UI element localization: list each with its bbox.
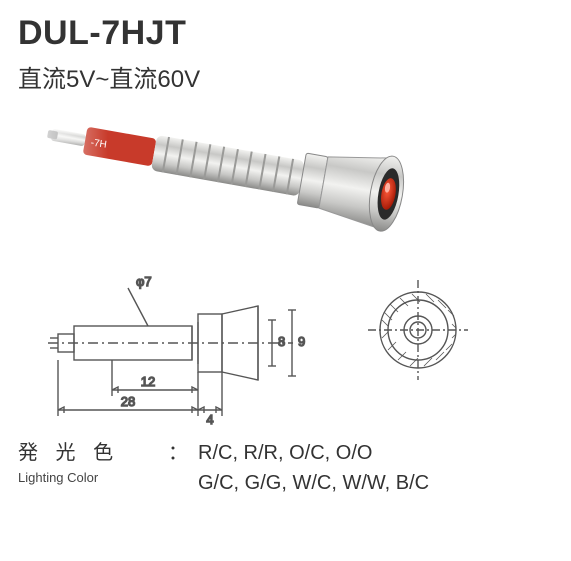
lighting-color-spec: 発 光 色 Lighting Color ： R/C, R/R, O/C, O/…	[18, 438, 553, 498]
spec-line-1: R/C, R/R, O/C, O/O	[198, 438, 553, 468]
spec-values: R/C, R/R, O/C, O/O G/C, G/G, W/C, W/W, B…	[198, 438, 553, 498]
dim-4: 4	[206, 412, 213, 427]
product-model: DUL-7HJT	[18, 14, 553, 53]
spec-label: 発 光 色 Lighting Color	[18, 438, 168, 488]
dim-h8: 8	[278, 334, 285, 349]
dim-diameter: φ7	[136, 274, 152, 289]
spec-label-jp: 発 光 色	[18, 442, 119, 464]
spec-label-en: Lighting Color	[18, 468, 168, 488]
voltage-range: 直流5V~直流60V	[18, 59, 553, 94]
dim-28: 28	[121, 394, 135, 409]
spec-line-2: G/C, G/G, W/C, W/W, B/C	[198, 468, 553, 498]
dim-12: 12	[141, 374, 155, 389]
dim-h9: 9	[298, 334, 305, 349]
technical-diagram: φ7 8 9	[18, 260, 553, 430]
product-photo: -7H	[18, 112, 553, 242]
spec-separator: ：	[168, 438, 198, 468]
